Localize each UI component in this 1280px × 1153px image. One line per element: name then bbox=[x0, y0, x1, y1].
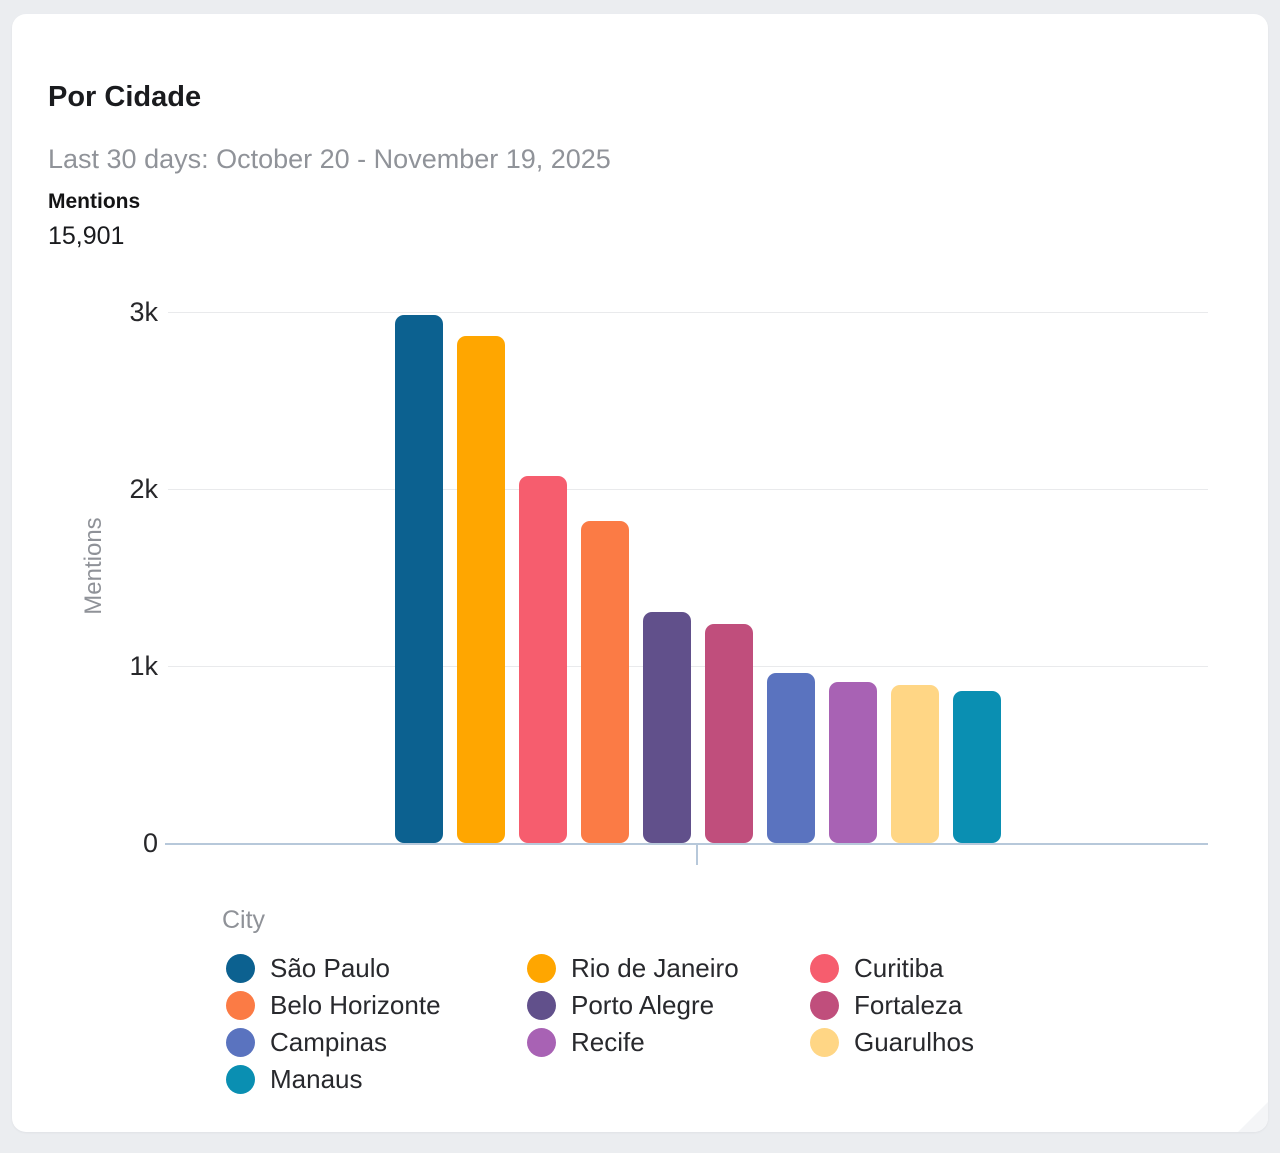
bar-campinas[interactable] bbox=[767, 673, 815, 843]
legend-item-label: Belo Horizonte bbox=[270, 990, 441, 1020]
x-axis-baseline bbox=[165, 843, 1208, 845]
legend-item-label: Guarulhos bbox=[854, 1027, 974, 1057]
bar-sao-paulo[interactable] bbox=[395, 315, 443, 843]
bar-curitiba[interactable] bbox=[519, 476, 567, 843]
legend-item-belo-horizonte[interactable]: Belo Horizonte bbox=[226, 987, 527, 1024]
metric-total-value: 15,901 bbox=[48, 222, 125, 250]
bar-belo-horizonte[interactable] bbox=[581, 521, 629, 843]
legend-swatch-icon bbox=[810, 991, 839, 1020]
y-axis-title: Mentions bbox=[80, 517, 107, 615]
legend-item-manaus[interactable]: Manaus bbox=[226, 1061, 527, 1098]
bar-guarulhos[interactable] bbox=[891, 685, 939, 843]
chart-card: Por Cidade Last 30 days: October 20 - No… bbox=[12, 14, 1268, 1132]
resize-handle-icon[interactable] bbox=[1238, 1102, 1268, 1132]
legend-item-label: Recife bbox=[571, 1027, 645, 1057]
legend-swatch-icon bbox=[810, 954, 839, 983]
legend-item-label: Campinas bbox=[270, 1027, 388, 1057]
bar-chart-plot-area: Mentions 0 1k 2k 3k bbox=[12, 14, 1268, 894]
legend-item-label: Manaus bbox=[270, 1064, 363, 1094]
y-tick-label-3k: 3k bbox=[129, 297, 158, 327]
legend-item-porto-alegre[interactable]: Porto Alegre bbox=[527, 987, 810, 1024]
legend-swatch-icon bbox=[226, 1065, 255, 1094]
legend-item-fortaleza[interactable]: Fortaleza bbox=[810, 987, 974, 1024]
legend-swatch-icon bbox=[527, 1028, 556, 1057]
x-axis-tick bbox=[696, 844, 698, 865]
bar-rio-de-janeiro[interactable] bbox=[457, 336, 505, 843]
legend-item-sao-paulo[interactable]: São Paulo bbox=[226, 950, 527, 987]
legend-item-guarulhos[interactable]: Guarulhos bbox=[810, 1024, 974, 1061]
metric-label: Mentions bbox=[48, 190, 141, 213]
gridline bbox=[168, 489, 1208, 490]
legend-item-label: Porto Alegre bbox=[571, 990, 715, 1020]
legend-item-label: Rio de Janeiro bbox=[571, 953, 739, 983]
bar-manaus[interactable] bbox=[953, 691, 1001, 843]
legend-item-label: Fortaleza bbox=[854, 990, 963, 1020]
legend: São Paulo Rio de Janeiro Curitiba Belo Hori… bbox=[226, 950, 974, 1098]
legend-title: City bbox=[222, 906, 266, 934]
legend-swatch-icon bbox=[527, 991, 556, 1020]
legend-swatch-icon bbox=[527, 954, 556, 983]
legend-swatch-icon bbox=[810, 1028, 839, 1057]
y-tick-label-1k: 1k bbox=[129, 651, 158, 681]
legend-swatch-icon bbox=[226, 954, 255, 983]
legend-swatch-icon bbox=[226, 991, 255, 1020]
legend-item-rio-de-janeiro[interactable]: Rio de Janeiro bbox=[527, 950, 810, 987]
legend-item-curitiba[interactable]: Curitiba bbox=[810, 950, 974, 987]
bar-porto-alegre[interactable] bbox=[643, 612, 691, 843]
y-tick-label-2k: 2k bbox=[129, 474, 158, 504]
legend-item-recife[interactable]: Recife bbox=[527, 1024, 810, 1061]
legend-item-campinas[interactable]: Campinas bbox=[226, 1024, 527, 1061]
legend-swatch-icon bbox=[226, 1028, 255, 1057]
card-title: Por Cidade bbox=[48, 81, 202, 113]
gridline bbox=[168, 312, 1208, 313]
legend-item-label: São Paulo bbox=[270, 953, 390, 983]
bar-fortaleza[interactable] bbox=[705, 624, 753, 843]
y-tick-label-0: 0 bbox=[142, 828, 158, 858]
bar-recife[interactable] bbox=[829, 682, 877, 843]
legend-item-label: Curitiba bbox=[854, 953, 944, 983]
date-range-subtitle: Last 30 days: October 20 - November 19, … bbox=[48, 144, 611, 174]
